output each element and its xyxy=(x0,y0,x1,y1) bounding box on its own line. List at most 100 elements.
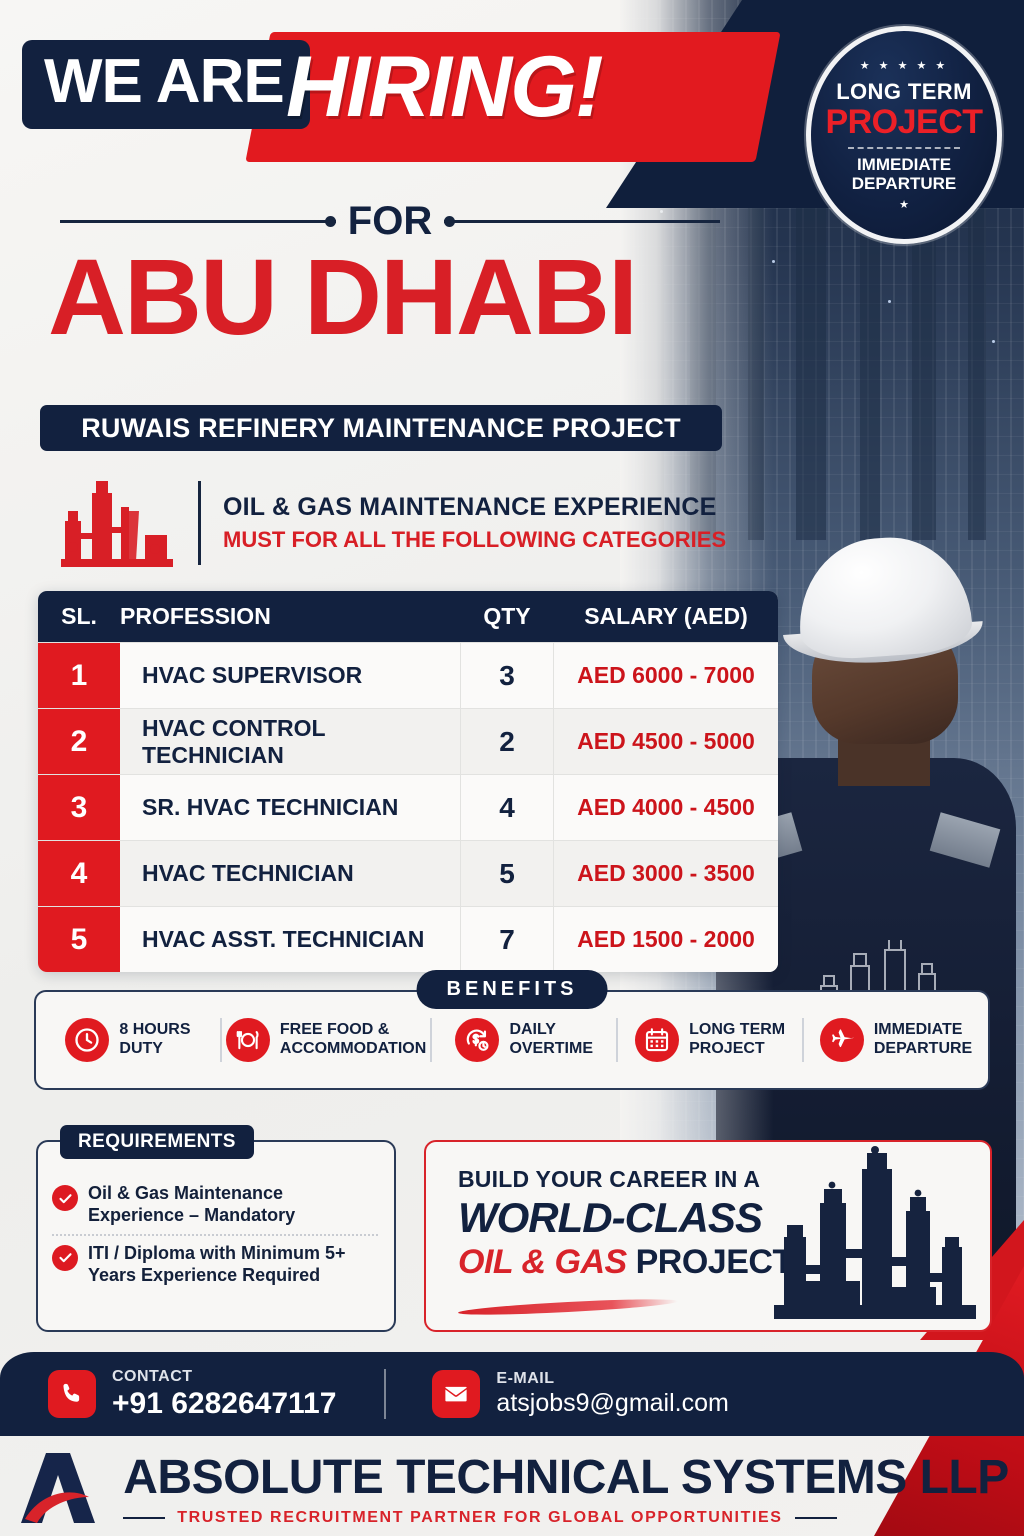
overtime-icon xyxy=(455,1018,500,1062)
badge-line-1: LONG TERM xyxy=(836,79,972,105)
for-rule-right xyxy=(444,215,720,227)
benefit-line-1: IMMEDIATE xyxy=(873,1021,963,1039)
cell-salary: AED 1500 - 2000 xyxy=(577,926,755,952)
benefit-line-2: DEPARTURE xyxy=(873,1040,973,1057)
badge-line-2: PROJECT xyxy=(825,103,983,142)
badge-star-bottom: ★ xyxy=(899,198,909,211)
hiring-label: HIRING! xyxy=(286,39,604,135)
contact-email-value: atsjobs9@gmail.com xyxy=(496,1389,729,1417)
cell-sl: 1 xyxy=(38,643,120,708)
benefit-item-food: FREE FOOD & ACCOMMODATION xyxy=(219,1018,430,1062)
table-row: 3 SR. HVAC TECHNICIAN 4 AED 4000 - 4500 xyxy=(38,774,778,840)
for-label: FOR xyxy=(347,198,433,243)
refinery-icon xyxy=(44,477,194,569)
career-line-3-rest: PROJECT! xyxy=(635,1243,804,1281)
benefits-section: BENEFITS 8 HOURS DUTY xyxy=(34,970,990,1090)
cell-salary: AED 4000 - 4500 xyxy=(577,794,755,820)
contact-divider xyxy=(384,1369,387,1419)
table-header-row: SL. PROFESSION QTY SALARY (AED) xyxy=(38,591,778,642)
long-term-project-badge: ★ ★ ★ ★ ★ LONG TERM PROJECT IMMEDIATE DE… xyxy=(806,26,1002,244)
absolute-a-logo xyxy=(15,1449,101,1532)
column-header-salary: SALARY (AED) xyxy=(584,603,748,629)
list-item: Oil & Gas Maintenance Experience – Manda… xyxy=(52,1176,378,1234)
benefit-line-1: 8 HOURS xyxy=(119,1021,191,1039)
cell-profession: SR. HVAC TECHNICIAN xyxy=(142,794,399,820)
cell-qty: 3 xyxy=(460,643,554,708)
page-title: ABU DHABI xyxy=(48,236,638,357)
badge-divider xyxy=(848,146,960,149)
career-line-3-highlight: OIL & GAS xyxy=(458,1243,627,1281)
cell-qty: 2 xyxy=(460,709,554,774)
cell-qty: 4 xyxy=(460,775,554,840)
benefit-item-overtime: DAILY OVERTIME xyxy=(430,1018,616,1062)
list-item: ITI / Diploma with Minimum 5+ Years Expe… xyxy=(52,1233,378,1294)
phone-icon xyxy=(48,1370,96,1418)
cell-profession: HVAC SUPERVISOR xyxy=(142,662,363,688)
contact-phone[interactable]: CONTACT +91 6282647117 xyxy=(48,1368,336,1421)
experience-requirement-note: OIL & GAS MAINTENANCE EXPERIENCE MUST FO… xyxy=(44,470,744,575)
brand-rule-right xyxy=(794,1516,837,1519)
benefit-item-duty: 8 HOURS DUTY xyxy=(36,1018,220,1062)
cell-sl: 2 xyxy=(38,709,120,774)
cell-profession: HVAC ASST. TECHNICIAN xyxy=(142,926,425,952)
brand-name: ABSOLUTE TECHNICAL SYSTEMS LLP xyxy=(123,1450,1009,1504)
benefit-line-1: LONG TERM xyxy=(689,1021,786,1039)
requirement-text: Oil & Gas Maintenance Experience – Manda… xyxy=(88,1183,296,1225)
requirements-list: Oil & Gas Maintenance Experience – Manda… xyxy=(38,1142,394,1294)
experience-divider xyxy=(198,480,201,565)
requirements-heading: REQUIREMENTS xyxy=(60,1125,254,1159)
cell-salary: AED 4500 - 5000 xyxy=(577,728,755,754)
header: WE ARE HIRING! xyxy=(0,32,1024,170)
we-are-label: WE ARE xyxy=(22,40,310,129)
table-row: 2 HVAC CONTROL TECHNICIAN 2 AED 4500 - 5… xyxy=(38,708,778,774)
cell-sl: 5 xyxy=(38,907,120,972)
contact-email-label: E-MAIL xyxy=(496,1370,555,1387)
cell-qty: 5 xyxy=(460,841,554,906)
email-icon xyxy=(432,1370,481,1418)
table-row: 1 HVAC SUPERVISOR 3 AED 6000 - 7000 xyxy=(38,642,778,708)
brand-tagline: TRUSTED RECRUITMENT PARTNER FOR GLOBAL O… xyxy=(177,1508,783,1526)
requirements-section: REQUIREMENTS Oil & Gas Maintenance Exper… xyxy=(36,1125,396,1332)
refinery-plant-icon xyxy=(770,1145,980,1328)
jobs-table: SL. PROFESSION QTY SALARY (AED) 1 HVAC S… xyxy=(38,591,778,972)
requirement-text: ITI / Diploma with Minimum 5+ Years Expe… xyxy=(88,1242,346,1285)
cell-profession: HVAC CONTROL TECHNICIAN xyxy=(142,714,326,768)
cell-sl: 4 xyxy=(38,841,120,906)
brand-footer: ABSOLUTE TECHNICAL SYSTEMS LLP TRUSTED R… xyxy=(0,1444,1024,1536)
table-body: 1 HVAC SUPERVISOR 3 AED 6000 - 7000 2 HV… xyxy=(38,642,778,972)
career-line-2: WORLD-CLASS xyxy=(458,1194,763,1241)
column-header-profession: PROFESSION xyxy=(120,603,271,629)
benefit-line-1: DAILY xyxy=(509,1021,556,1039)
project-subtitle-bar: RUWAIS REFINERY MAINTENANCE PROJECT xyxy=(40,405,722,451)
meal-icon xyxy=(225,1018,270,1062)
brand-rule-left xyxy=(123,1516,166,1519)
contact-email[interactable]: E-MAIL atsjobs9@gmail.com xyxy=(432,1370,729,1418)
experience-line-1: OIL & GAS MAINTENANCE EXPERIENCE xyxy=(223,492,717,521)
benefit-line-2: OVERTIME xyxy=(509,1040,593,1057)
contact-phone-label: CONTACT xyxy=(112,1367,193,1385)
benefit-item-departure: IMMEDIATE DEPARTURE xyxy=(802,1018,988,1062)
badge-line-4: DEPARTURE xyxy=(851,173,957,193)
benefit-item-long-term: LONG TERM PROJECT xyxy=(616,1018,802,1062)
check-icon xyxy=(52,1185,78,1211)
benefits-heading: BENEFITS xyxy=(416,970,608,1009)
experience-line-2: MUST FOR ALL THE FOLLOWING CATEGORIES xyxy=(223,526,727,552)
table-row: 5 HVAC ASST. TECHNICIAN 7 AED 1500 - 200… xyxy=(38,906,778,972)
contact-bar: CONTACT +91 6282647117 E-MAIL atsjobs9@g… xyxy=(0,1352,1024,1436)
career-callout: BUILD YOUR CAREER IN A WORLD-CLASS OIL &… xyxy=(424,1140,992,1332)
project-subtitle: RUWAIS REFINERY MAINTENANCE PROJECT xyxy=(81,412,681,443)
benefit-line-2: PROJECT xyxy=(689,1040,765,1057)
contact-phone-value: +91 6282647117 xyxy=(112,1386,337,1420)
career-swoosh-accent xyxy=(457,1296,679,1318)
cell-sl: 3 xyxy=(38,775,120,840)
column-header-qty: QTY xyxy=(483,603,531,629)
for-rule-left xyxy=(60,215,336,227)
benefit-line-2: ACCOMMODATION xyxy=(279,1040,427,1057)
benefit-line-1: FREE FOOD & xyxy=(279,1021,390,1039)
cell-salary: AED 3000 - 3500 xyxy=(577,860,755,886)
table-row: 4 HVAC TECHNICIAN 5 AED 3000 - 3500 xyxy=(38,840,778,906)
career-line-1: BUILD YOUR CAREER IN A xyxy=(458,1166,761,1192)
cell-salary: AED 6000 - 7000 xyxy=(577,662,755,688)
badge-line-3: IMMEDIATE xyxy=(856,154,952,174)
